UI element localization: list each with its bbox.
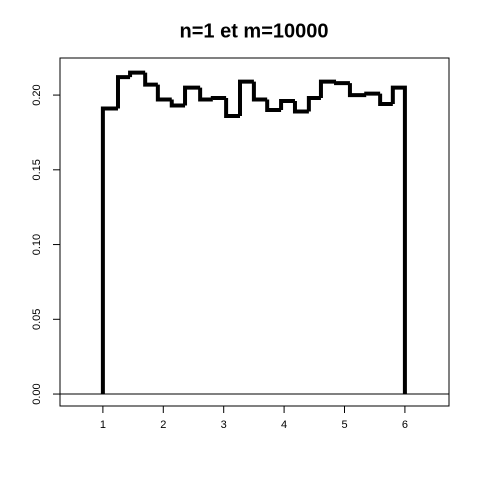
histogram-step	[334, 81, 350, 86]
chart-title: n=1 et m=10000	[180, 20, 329, 42]
x-tick-label: 2	[160, 419, 166, 431]
histogram-step	[265, 99, 282, 113]
histogram-step	[210, 96, 227, 101]
histogram-step	[183, 85, 201, 106]
y-tick-label: 0.10	[31, 234, 43, 255]
histogram-step	[155, 84, 172, 102]
x-tick-label: 4	[281, 419, 287, 431]
x-tick-label: 6	[402, 419, 408, 431]
histogram-step	[198, 87, 213, 102]
histogram-step	[378, 93, 393, 107]
histogram-step	[318, 79, 337, 99]
histogram-step	[115, 75, 131, 109]
histogram-step	[390, 85, 407, 395]
histogram-step	[364, 91, 381, 96]
histogram-step	[279, 99, 295, 111]
y-tick-label: 0.15	[31, 159, 43, 180]
histogram-step	[251, 81, 268, 102]
x-tick-label: 5	[341, 419, 347, 431]
histogram-step	[347, 83, 367, 98]
y-tick-label: 0.20	[31, 84, 43, 105]
histogram-step	[128, 70, 146, 78]
plot-box	[59, 57, 450, 407]
histogram-step	[224, 98, 241, 118]
histogram-step	[143, 72, 158, 87]
x-tick-label: 3	[221, 419, 227, 431]
histogram-step	[306, 96, 321, 112]
y-tick-label: 0.05	[31, 309, 43, 330]
histogram-step	[100, 106, 118, 395]
histogram-step	[169, 99, 186, 108]
histogram-step	[292, 101, 309, 114]
x-tick-label: 1	[100, 419, 106, 431]
histogram-step	[238, 79, 254, 116]
y-tick-label: 0.00	[31, 383, 43, 404]
